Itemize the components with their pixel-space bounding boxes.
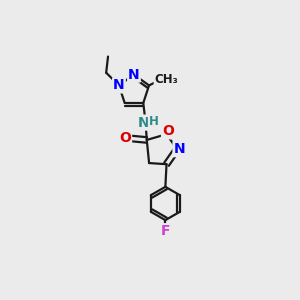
Text: N: N bbox=[173, 142, 185, 156]
Text: F: F bbox=[160, 224, 170, 238]
Text: O: O bbox=[162, 124, 174, 138]
Text: CH₃: CH₃ bbox=[154, 73, 178, 86]
Text: N: N bbox=[128, 68, 140, 82]
Text: O: O bbox=[119, 131, 131, 145]
Text: N: N bbox=[137, 116, 149, 130]
Text: H: H bbox=[149, 116, 159, 128]
Text: N: N bbox=[113, 78, 125, 92]
